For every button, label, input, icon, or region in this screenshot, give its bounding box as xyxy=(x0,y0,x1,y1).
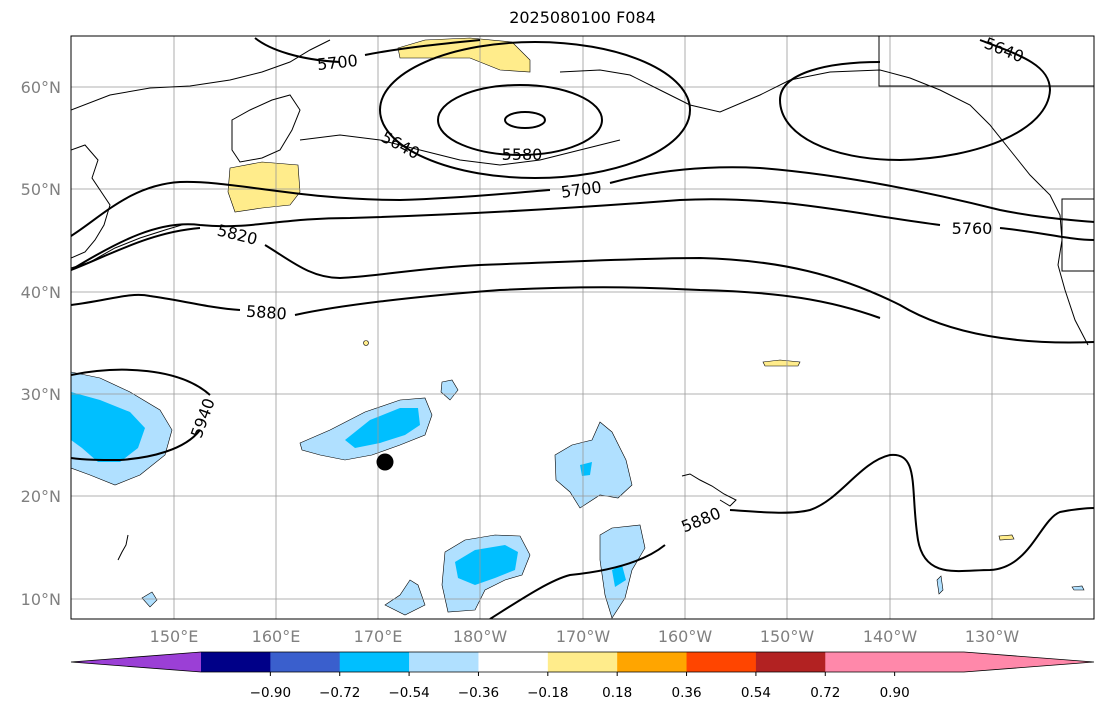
lon-label-130w: 130°W xyxy=(965,627,1020,646)
contour-label-1: 5700 xyxy=(316,51,358,74)
location-marker-dot xyxy=(376,453,394,471)
coastline-hawaii xyxy=(681,473,737,507)
lat-label-20: 20°N xyxy=(21,487,61,506)
anomaly-area-small-3 xyxy=(141,591,158,608)
coastline-aleutians xyxy=(299,134,621,166)
colorbar-segment xyxy=(547,652,618,672)
lon-label-160w: 160°W xyxy=(658,627,713,646)
lon-label-170w: 170°W xyxy=(556,627,611,646)
lon-label-140w: 140°W xyxy=(863,627,918,646)
colorbar-segment xyxy=(825,652,896,672)
contour-5700-north-2 xyxy=(364,39,481,56)
colorbar-tick-label: 0.90 xyxy=(880,685,910,701)
lon-label-150e: 150°E xyxy=(150,627,199,646)
colorbar-tick-label: −0.54 xyxy=(388,685,429,701)
colorbar-outline xyxy=(70,651,1095,673)
contour-5640-ring xyxy=(379,41,691,179)
coastline-alaska xyxy=(559,69,1089,346)
lat-label-10: 10°N xyxy=(21,590,61,609)
anomaly-area-small-5 xyxy=(1071,585,1085,591)
contour-label-8: 5880 xyxy=(245,302,287,324)
contour-5820 xyxy=(71,227,1094,344)
anomaly-area-south-core xyxy=(455,545,518,585)
contour-label-6: 5760 xyxy=(952,219,993,238)
anomaly-area-west-core xyxy=(71,392,145,462)
coastline-siberia xyxy=(71,39,331,111)
anomaly-area-central-core xyxy=(345,408,420,448)
plot-area: 5700 5640 5580 5700 5640 5760 5820 5880 … xyxy=(71,36,1094,619)
colorbar-tick-label: 0.72 xyxy=(810,685,840,701)
contour-inner-ring xyxy=(504,111,546,129)
coastlines xyxy=(71,36,1094,561)
anomaly-area-small-2 xyxy=(384,579,426,616)
lat-label-40: 40°N xyxy=(21,283,61,302)
lon-label-180w: 180°W xyxy=(453,627,508,646)
contour-5880-south xyxy=(489,453,1094,619)
colorbar-segment xyxy=(755,652,826,672)
lon-label-170e: 170°E xyxy=(354,627,403,646)
positive-area-small-3 xyxy=(363,340,369,346)
colorbar-segment xyxy=(270,652,341,672)
coastline-asia xyxy=(71,144,111,259)
contour-5880 xyxy=(71,286,881,319)
longitude-labels: 150°E 160°E 170°E 180°W 170°W 160°W 150°… xyxy=(150,627,1020,646)
contour-5760 xyxy=(71,198,1094,271)
map-title: 2025080100 F084 xyxy=(509,8,656,27)
contour-5640-east xyxy=(778,39,1052,162)
colorbar-tick-label: 0.36 xyxy=(672,685,702,701)
colorbar-segment xyxy=(617,652,688,672)
plot-frame xyxy=(70,35,1095,620)
colorbar-tick-label: −0.72 xyxy=(319,685,360,701)
coastline-marianas xyxy=(117,534,129,561)
positive-area-small-1 xyxy=(762,359,801,367)
colorbar: −0.90 −0.72 −0.54 −0.36 −0.18 0.18 0.36 0.54 0.7… xyxy=(70,651,1095,701)
shaded-field xyxy=(71,37,1085,619)
colorbar-tick-label: −0.36 xyxy=(458,685,499,701)
positive-area-north xyxy=(397,37,531,73)
gridlines xyxy=(71,36,1094,619)
anomaly-area-small-4 xyxy=(936,575,944,595)
anomaly-area-east xyxy=(554,421,633,509)
colorbar-segment xyxy=(339,652,410,672)
latitude-labels: 60°N 50°N 40°N 30°N 20°N 10°N xyxy=(21,78,61,609)
colorbar-segment xyxy=(201,652,271,672)
lat-label-50: 50°N xyxy=(21,180,61,199)
anomaly-area-south-east-core xyxy=(612,565,626,587)
colorbar-segment xyxy=(894,652,965,672)
contour-label-3: 5580 xyxy=(502,145,543,164)
anomaly-area-small-1 xyxy=(440,379,459,401)
lon-label-160e: 160°E xyxy=(252,627,301,646)
colorbar-extend-low xyxy=(71,652,201,672)
colorbar-tick-label: −0.90 xyxy=(250,685,291,701)
positive-area-small-2 xyxy=(998,534,1015,541)
colorbar-segment xyxy=(686,652,757,672)
lat-label-60: 60°N xyxy=(21,78,61,97)
canada-border xyxy=(878,36,1094,87)
colorbar-tick-label: −0.18 xyxy=(527,685,568,701)
us-border xyxy=(1061,198,1094,272)
coastline-kamchatka xyxy=(231,94,301,163)
colorbar-tick-label: 0.54 xyxy=(741,685,771,701)
contour-5700 xyxy=(71,166,1094,237)
lat-label-30: 30°N xyxy=(21,385,61,404)
contour-5700-north xyxy=(254,37,341,63)
contour-5940 xyxy=(71,368,211,462)
lon-label-150w: 150°W xyxy=(760,627,815,646)
colorbar-segment xyxy=(478,652,549,672)
colorbar-segment xyxy=(409,652,479,672)
positive-area-kamchatka xyxy=(227,161,301,213)
colorbar-tick-label: 0.18 xyxy=(602,685,632,701)
height-contours xyxy=(71,37,1094,619)
colorbar-extend-high xyxy=(964,652,1094,672)
contour-5580-ring xyxy=(437,84,603,156)
